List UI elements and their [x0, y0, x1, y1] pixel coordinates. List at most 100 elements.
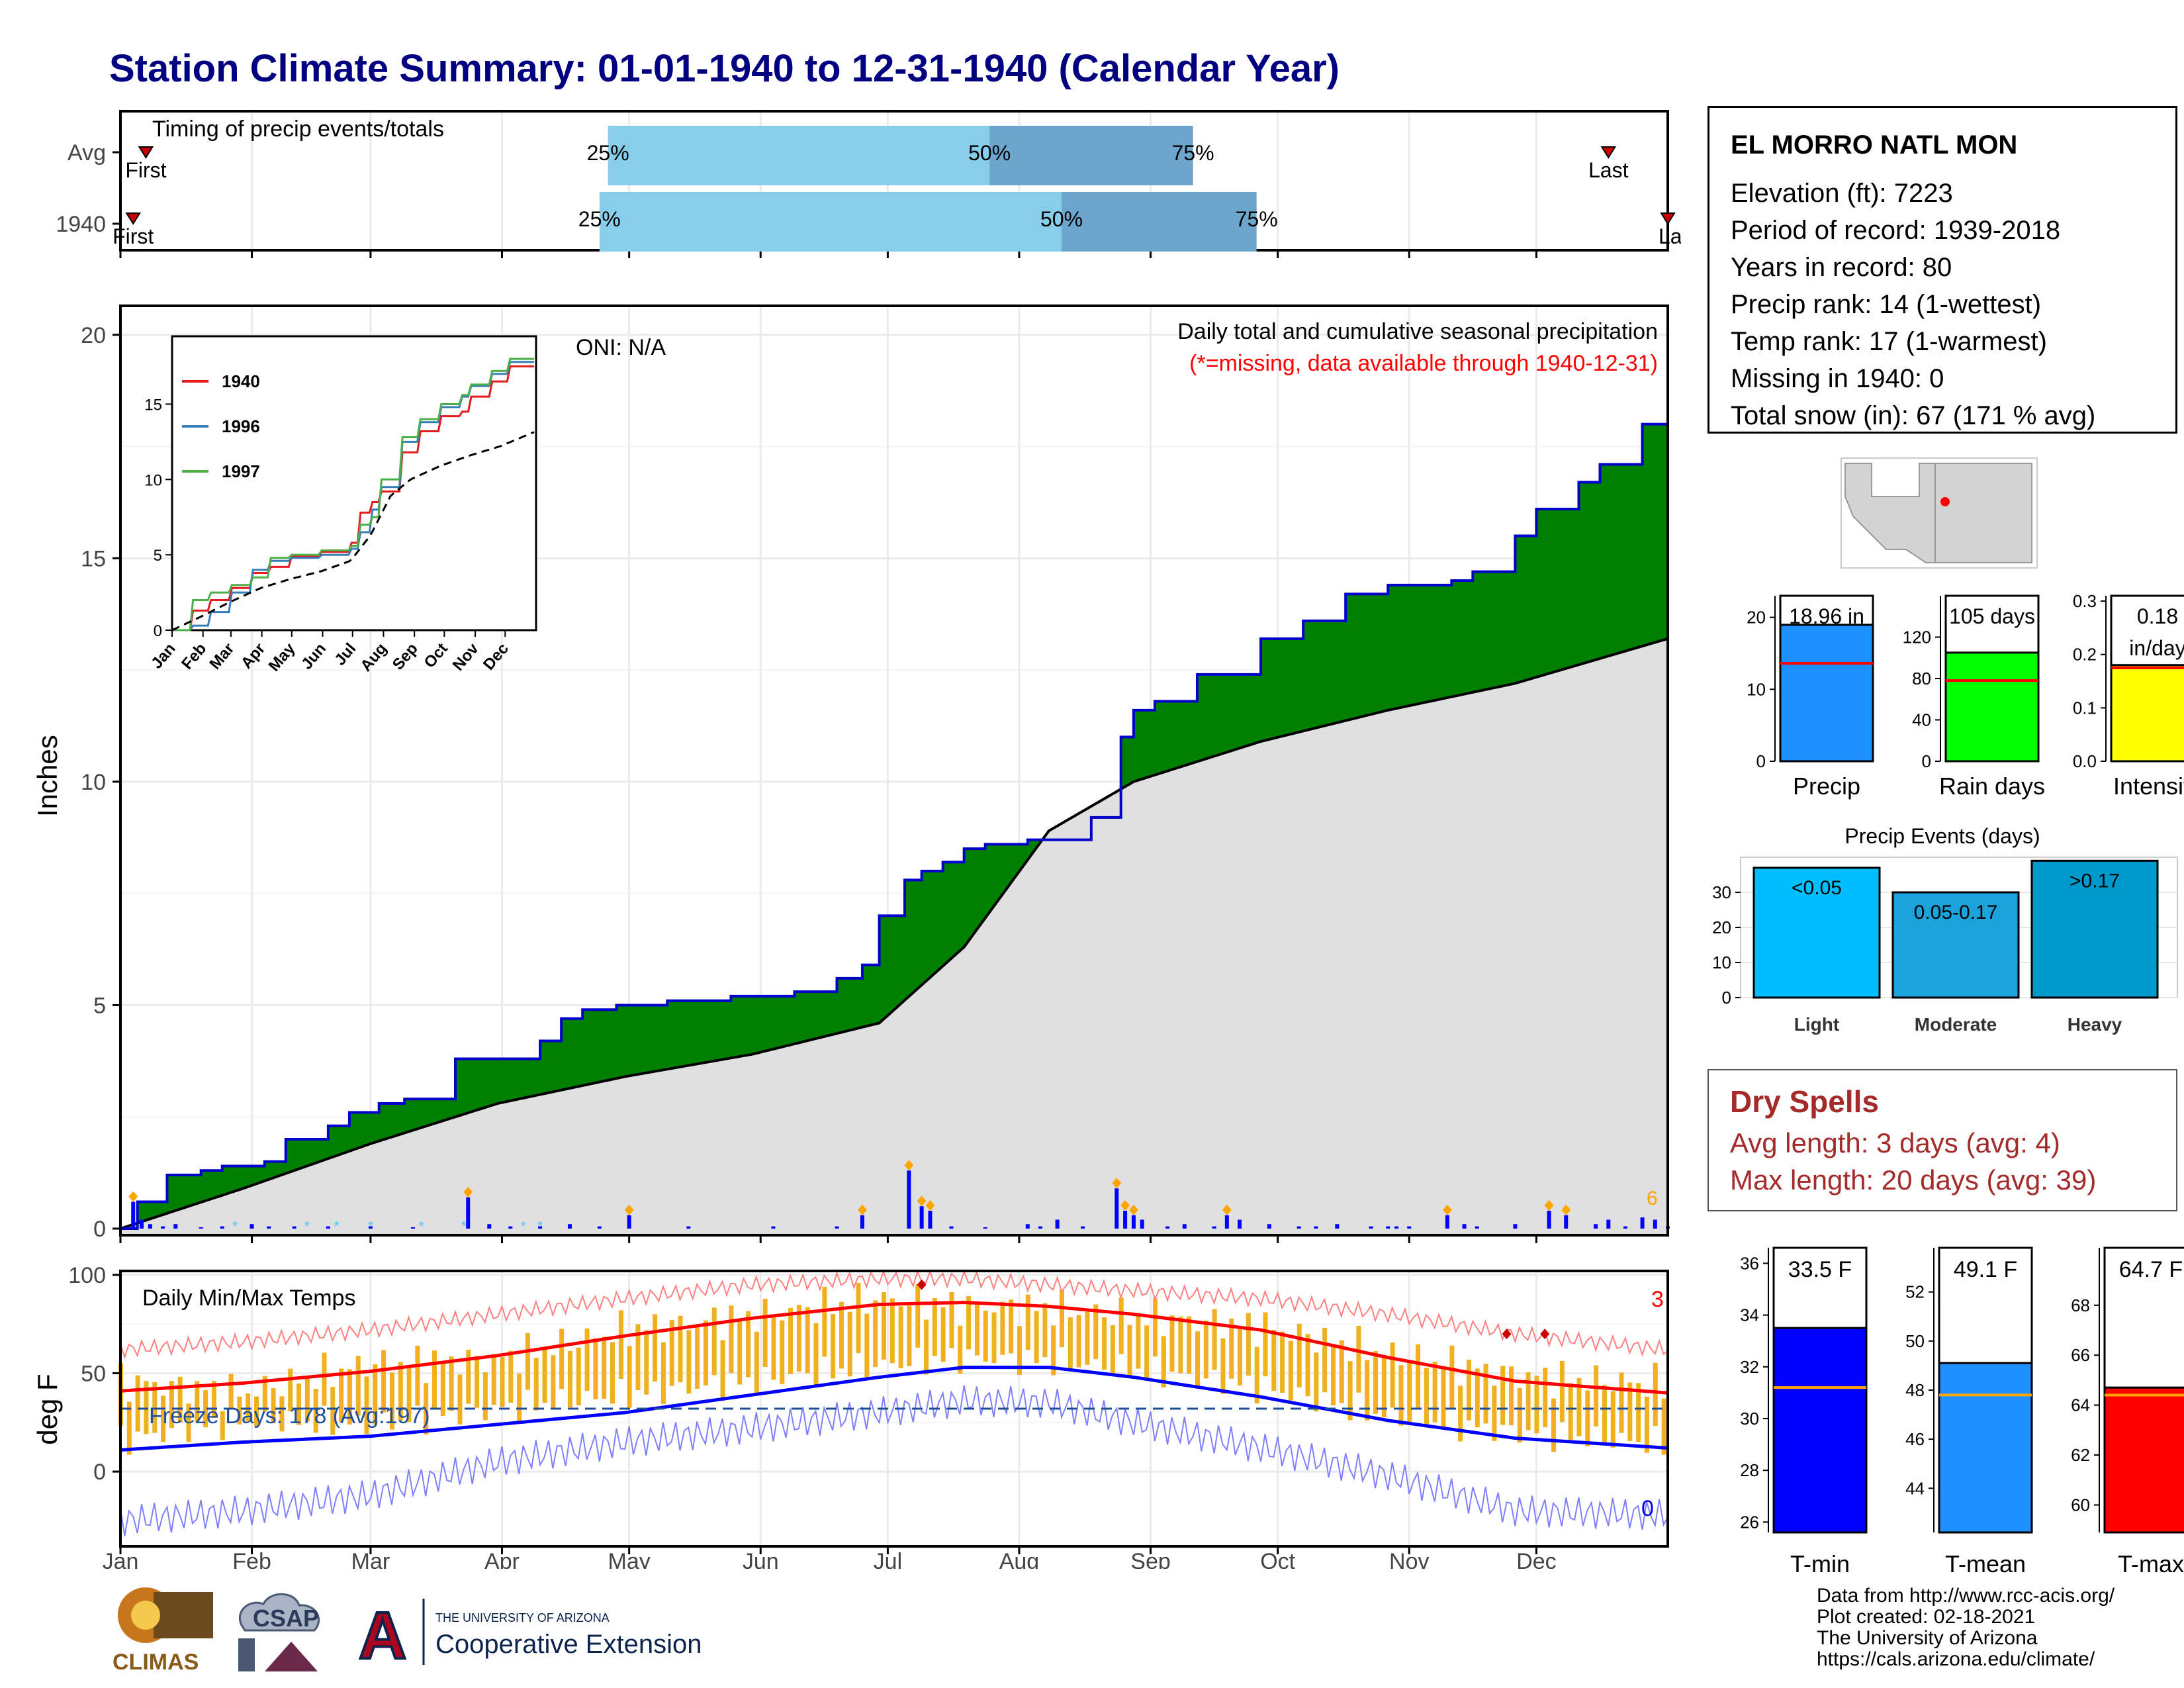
temp-bar-tick: 28: [1740, 1460, 1759, 1480]
daily-precip-bar: [161, 1226, 165, 1229]
events-ytick: 20: [1712, 917, 1731, 937]
precip-event-bar-light: [1752, 867, 1881, 999]
temp-bar-t-max: [2103, 1386, 2184, 1534]
inset-month-label: Mar: [206, 640, 238, 673]
daily-temp-bar: [1661, 1398, 1666, 1455]
daily-temp-bar: [1602, 1385, 1607, 1442]
inset-line-1996: [172, 361, 534, 632]
daily-temp-bar: [144, 1381, 149, 1434]
daily-temp-bar: [322, 1352, 327, 1406]
temp-ytick-label: 100: [68, 1264, 106, 1288]
daily-temp-bar: [584, 1328, 590, 1391]
daily-temp-bar: [304, 1377, 310, 1422]
timing-1940-bar-50-75: [1062, 192, 1257, 252]
daily-temp-bar: [1381, 1354, 1387, 1418]
daily-precip-bar: [1475, 1226, 1479, 1229]
daily-temp-bar: [958, 1325, 963, 1374]
daily-temp-bar: [610, 1342, 615, 1404]
daily-temp-bar: [1458, 1385, 1463, 1442]
timing-avg-first-label: First: [125, 158, 166, 182]
inset-ytick-label: 10: [144, 471, 162, 489]
daily-temp-bar: [1051, 1325, 1056, 1376]
daily-precip-bar: [860, 1215, 864, 1229]
timing-avg-p25-label: 25%: [587, 141, 629, 165]
timing-1940-bar-25-50: [599, 192, 1062, 252]
freeze-days-label: Freeze Days: 178 (Avg:197): [149, 1403, 430, 1429]
daily-precip-bar: [267, 1226, 271, 1229]
daily-temp-bar: [1093, 1304, 1099, 1360]
daily-precip-bar: [1407, 1226, 1412, 1229]
inset-month-label: Feb: [178, 640, 210, 673]
daily-temp-bar: [720, 1340, 725, 1401]
events-ytick: 10: [1712, 953, 1731, 972]
month-label: Dec: [1516, 1549, 1556, 1569]
daily-temp-bar: [1449, 1345, 1455, 1410]
heavy-precip-marker: [1120, 1199, 1130, 1211]
heavy-precip-marker: [1222, 1204, 1232, 1215]
dry-spells-title: Dry Spells: [1730, 1084, 1879, 1119]
timing-1940-first-label: First: [113, 224, 154, 248]
daily-temp-bar: [1042, 1303, 1048, 1358]
inset-month-label: May: [265, 639, 299, 675]
timing-avg-last-label: Last: [1588, 158, 1629, 182]
daily-temp-bar: [296, 1383, 302, 1425]
station-years: Years in record: 80: [1731, 253, 1952, 282]
record-high-marker: [1540, 1329, 1550, 1340]
mini-bar-label: Rain days: [1939, 773, 2045, 800]
daily-precip-bar: [1513, 1224, 1518, 1229]
main-ytick-label: 20: [81, 323, 106, 348]
mini-bar-intensity: [2110, 664, 2184, 763]
daily-temp-bar: [1432, 1361, 1437, 1423]
temp-bar-tick: 50: [1905, 1331, 1925, 1351]
inset-ytick-label: 0: [154, 622, 162, 640]
daily-temp-bar: [1195, 1331, 1200, 1387]
daily-temp-bar: [203, 1390, 208, 1428]
station-missing: Missing in 1940: 0: [1731, 364, 1944, 393]
daily-temp-bar: [813, 1323, 819, 1386]
station-precip-rank: Precip rank: 14 (1-wettest): [1731, 290, 2042, 319]
daily-temp-bar: [525, 1333, 530, 1390]
main-chart-subtitle: (*=missing, data available through 1940-…: [1189, 351, 1658, 376]
daily-temp-bar: [602, 1336, 607, 1399]
csap-logo: CSAP: [238, 1593, 320, 1671]
inset-month-label: Jul: [331, 640, 359, 669]
daily-precip-bar: [928, 1210, 933, 1229]
daily-precip-bar: [1547, 1210, 1551, 1229]
inset-ytick-label: 15: [144, 396, 162, 414]
station-elevation: Elevation (ft): 7223: [1731, 179, 1953, 208]
daily-temp-bar: [1169, 1315, 1175, 1372]
daily-precip-bar: [131, 1201, 136, 1229]
daily-precip-bar: [140, 1219, 144, 1229]
daily-temp-bar: [1517, 1387, 1522, 1443]
daily-temp-bar: [780, 1320, 785, 1384]
daily-temp-bar: [856, 1282, 861, 1354]
flag-label: 6: [1647, 1188, 1658, 1209]
heavy-precip-marker: [624, 1204, 634, 1215]
daily-temp-bar: [533, 1358, 539, 1411]
month-label: Aug: [999, 1549, 1040, 1569]
mini-bar-label: Intensity: [2113, 773, 2184, 800]
daily-temp-bar: [135, 1375, 140, 1432]
page-title: Station Climate Summary: 01-01-1940 to 1…: [109, 47, 1340, 90]
average-cumulative-line: [120, 637, 1668, 1230]
temp-bar-tick: 60: [2071, 1495, 2090, 1515]
daily-temp-bar: [398, 1362, 403, 1421]
daily-temp-bar: [1118, 1297, 1124, 1354]
daily-temp-bar: [1398, 1365, 1404, 1426]
snow-day-marker: *: [461, 1218, 467, 1235]
daily-temp-bar: [559, 1329, 565, 1389]
precip-events-title: Precip Events (days): [1844, 824, 2040, 848]
daily-temp-bar: [1144, 1325, 1150, 1378]
snow-day-marker: *: [304, 1218, 310, 1235]
daily-precip-bar: [1653, 1219, 1657, 1229]
snow-day-marker: *: [520, 1218, 526, 1235]
record-high-marker: [917, 1279, 927, 1290]
temp-bar-tick: 32: [1740, 1357, 1759, 1377]
climas-logo: CLIMAS: [113, 1587, 213, 1675]
temp-bar-t-mean: [1938, 1362, 2033, 1534]
temp-bar-label: T-mean: [1945, 1550, 2026, 1577]
precip-events-chart: 0 10 20 30 <0.05 Light 0.05-0.17 Moderate >0.17 H…: [1712, 857, 2178, 1035]
mini-bar-tick: 0.1: [2073, 698, 2097, 718]
temp-bar-value: 64.7 F: [2119, 1257, 2183, 1282]
main-ytick-label: 15: [81, 546, 106, 571]
